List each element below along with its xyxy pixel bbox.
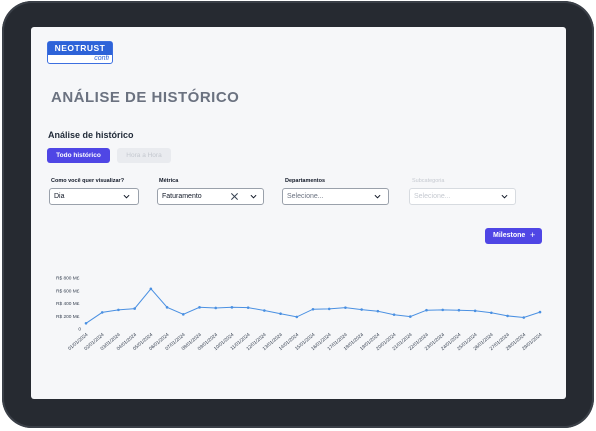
data-point[interactable]: [230, 306, 234, 309]
metrica-value: Faturamento: [162, 193, 202, 200]
data-point[interactable]: [408, 315, 412, 318]
data-point[interactable]: [246, 306, 250, 309]
data-point[interactable]: [198, 306, 201, 309]
data-point[interactable]: [522, 316, 526, 319]
y-tick-label: R$ 200 M£: [56, 314, 80, 320]
data-point[interactable]: [117, 308, 120, 312]
data-point[interactable]: [441, 308, 445, 312]
data-point[interactable]: [214, 306, 218, 310]
tab-todo-historico[interactable]: Todo histórico: [47, 148, 110, 163]
visualizar-value: Dia: [54, 193, 65, 200]
history-line-chart: R$ 800 M£R$ 600 M£R$ 400 M£R$ 200 M£001/…: [56, 276, 544, 352]
plus-icon: +: [530, 230, 536, 240]
subcategoria-label: Subcategoria: [412, 178, 445, 184]
data-point[interactable]: [327, 307, 331, 311]
visualizar-label: Como você quer visualizar?: [51, 178, 125, 184]
departamentos-placeholder: Selecione...: [287, 193, 324, 200]
section-title: Análise de histórico: [48, 130, 134, 140]
logo-sub-text: confi: [94, 55, 109, 62]
metrica-select[interactable]: Faturamento: [157, 188, 264, 205]
data-point[interactable]: [344, 306, 347, 309]
data-point[interactable]: [392, 313, 396, 316]
data-point[interactable]: [100, 311, 104, 314]
data-point[interactable]: [133, 307, 136, 310]
y-tick-label: R$ 400 M£: [56, 301, 80, 307]
data-point[interactable]: [311, 307, 315, 311]
chevron-down-icon: [501, 194, 508, 199]
y-tick-label: 0: [78, 327, 81, 333]
milestone-label: Milestone: [493, 232, 526, 239]
data-point[interactable]: [457, 308, 461, 312]
data-point[interactable]: [538, 310, 542, 314]
series-line: [85, 288, 541, 324]
departamentos-select[interactable]: Selecione...: [282, 188, 389, 205]
data-point[interactable]: [376, 309, 380, 313]
data-point[interactable]: [360, 308, 363, 311]
metrica-label: Métrica: [159, 178, 179, 184]
logo-main-text: NEOTRUST: [48, 42, 112, 55]
page-title: ANÁLISE DE HISTÓRICO: [51, 89, 240, 106]
y-tick-label: R$ 600 M£: [56, 288, 80, 294]
data-point[interactable]: [149, 287, 153, 291]
chevron-down-icon: [250, 194, 257, 199]
data-point[interactable]: [295, 315, 299, 319]
data-point[interactable]: [490, 311, 493, 315]
data-point[interactable]: [425, 308, 428, 312]
visualizar-select[interactable]: Dia: [49, 188, 139, 205]
milestone-button[interactable]: Milestone +: [485, 228, 542, 244]
subcategoria-placeholder: Selecione...: [414, 193, 451, 200]
data-point[interactable]: [506, 314, 509, 318]
data-point[interactable]: [84, 321, 88, 325]
departamentos-label: Departamentos: [285, 178, 326, 184]
neotrust-logo: NEOTRUST confi: [47, 41, 113, 64]
app-screen: NEOTRUST confi ANÁLISE DE HISTÓRICO Anál…: [31, 27, 566, 399]
data-point[interactable]: [165, 306, 169, 309]
tab-hora-a-hora[interactable]: Hora a Hora: [117, 148, 171, 163]
subcategoria-select[interactable]: Selecione...: [409, 188, 516, 205]
y-tick-label: R$ 800 M£: [56, 276, 80, 282]
chevron-down-icon: [123, 194, 130, 199]
clear-icon[interactable]: [230, 192, 239, 201]
data-point[interactable]: [181, 313, 185, 316]
data-point[interactable]: [473, 309, 477, 313]
data-point[interactable]: [279, 312, 282, 315]
data-point[interactable]: [263, 309, 266, 312]
chevron-down-icon: [374, 194, 381, 199]
